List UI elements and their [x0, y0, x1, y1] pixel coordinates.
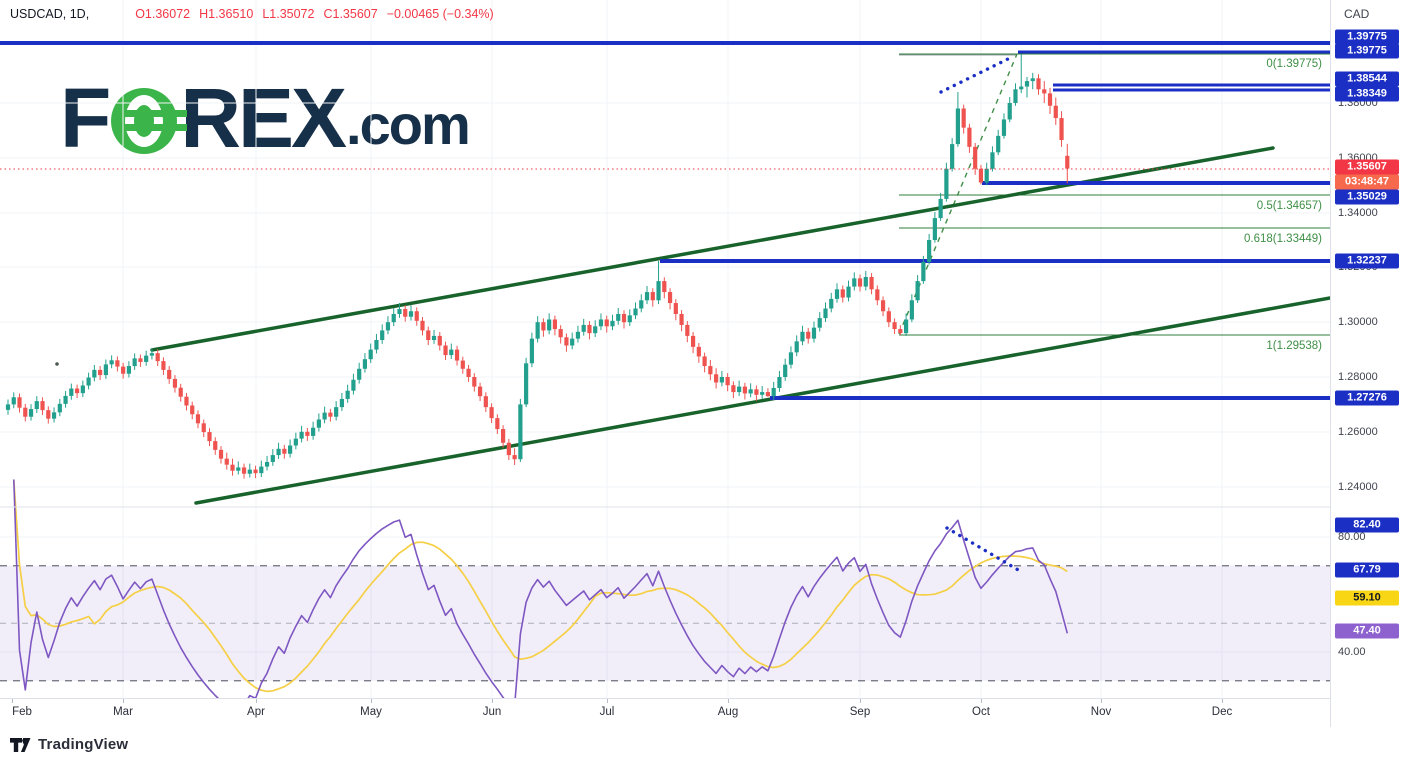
time-axis-tick — [371, 699, 372, 703]
open-value: O1.36072 — [135, 7, 191, 21]
price-axis-tick: 1.26000 — [1338, 426, 1378, 438]
time-axis[interactable]: Feb Mar Apr May Jun Jul Aug Sep Oct Nov Dec — [0, 698, 1330, 728]
tradingview-wordmark: TradingView — [38, 736, 129, 753]
fib-level-label: 0(1.39775) — [1266, 58, 1322, 70]
month-label: Jun — [482, 706, 502, 718]
bar-countdown-badge: 03:48:47 — [1335, 174, 1399, 190]
time-axis-tick — [492, 699, 493, 703]
price-badge: 47.40 — [1335, 623, 1399, 639]
time-axis-tick — [607, 699, 608, 703]
month-label: Feb — [12, 706, 32, 718]
axis-currency-label: CAD — [1344, 7, 1370, 21]
fib-level-label: 0.618(1.33449) — [1244, 233, 1322, 245]
month-label: Jul — [599, 706, 615, 718]
tradingview-logo[interactable]: TradingView — [10, 736, 128, 753]
price-badge: 59.10 — [1335, 590, 1399, 606]
logo-letters-rex: REX — [180, 71, 347, 165]
price-badge: 1.39775 — [1335, 43, 1399, 59]
month-label: May — [360, 706, 382, 718]
fib-level-label: 0.5(1.34657) — [1257, 200, 1322, 212]
month-label: Sep — [849, 706, 871, 718]
price-badge: 82.40 — [1335, 517, 1399, 533]
price-chart-canvas[interactable]: 0(1.39775) 0.5(1.34657) 0.618(1.33449) 1(1.… — [0, 0, 1330, 727]
price-badge: 1.35607 — [1335, 159, 1399, 175]
symbol-title[interactable]: USDCAD, 1D, — [10, 7, 90, 21]
price-axis-tick: 1.24000 — [1338, 481, 1378, 493]
tradingview-mark-icon — [10, 737, 31, 752]
month-label: Nov — [1090, 706, 1112, 718]
time-axis-tick — [123, 699, 124, 703]
ohlc-values: O1.36072 H1.36510 L1.35072 C1.35607 −0.00465… — [135, 7, 503, 21]
low-value: L1.35072 — [262, 7, 315, 21]
price-badge: 1.39775 — [1335, 29, 1399, 45]
time-axis-tick — [1222, 699, 1223, 703]
time-axis-tick — [1101, 699, 1102, 703]
price-badge: 1.27276 — [1335, 390, 1399, 406]
price-axis-tick: 40.00 — [1338, 646, 1366, 658]
month-label: Apr — [247, 706, 265, 718]
logo-letter-f: F — [60, 71, 111, 165]
symbol-legend[interactable]: USDCAD, 1D, O1.36072 H1.36510 L1.35072 C1.35… — [10, 7, 503, 21]
month-label: Mar — [113, 706, 133, 718]
price-badge: 67.79 — [1335, 562, 1399, 578]
close-value: C1.35607 — [323, 7, 378, 21]
price-badge: 1.38544 — [1335, 71, 1399, 87]
price-badge: 1.35029 — [1335, 189, 1399, 205]
time-axis-tick — [728, 699, 729, 703]
logo-o-icon — [111, 88, 188, 154]
price-axis-tick: 1.34000 — [1338, 207, 1378, 219]
high-value: H1.36510 — [199, 7, 254, 21]
time-axis-tick — [860, 699, 861, 703]
month-label: Aug — [717, 706, 739, 718]
change-value: −0.00465 (−0.34%) — [386, 7, 494, 21]
price-axis-tick: 1.28000 — [1338, 371, 1378, 383]
price-badge: 1.32237 — [1335, 253, 1399, 269]
time-axis-tick — [12, 699, 13, 703]
month-label: Dec — [1211, 706, 1233, 718]
price-axis[interactable]: CAD 1.380001.360001.340001.320001.300001… — [1330, 0, 1406, 727]
time-axis-tick — [981, 699, 982, 703]
fib-level-label: 1(1.29538) — [1266, 340, 1322, 352]
price-axis-tick: 80.00 — [1338, 531, 1366, 543]
price-axis-tick: 1.30000 — [1338, 316, 1378, 328]
time-axis-tick — [256, 699, 257, 703]
price-badge: 1.38349 — [1335, 86, 1399, 102]
month-label: Oct — [972, 706, 990, 718]
